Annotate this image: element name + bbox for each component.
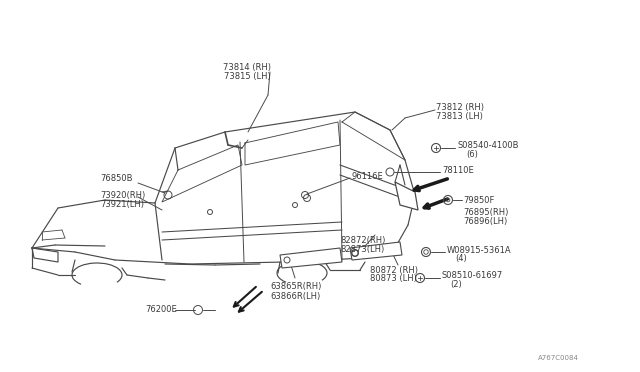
Text: 82872(RH): 82872(RH) <box>340 235 385 244</box>
Text: 82873(LH): 82873(LH) <box>340 244 384 253</box>
Text: 76200E: 76200E <box>145 305 177 314</box>
Text: 73812 (RH): 73812 (RH) <box>436 103 484 112</box>
Text: 96116E: 96116E <box>352 171 384 180</box>
Text: S08540-4100B: S08540-4100B <box>457 141 518 150</box>
Polygon shape <box>395 182 418 210</box>
Text: (6): (6) <box>466 150 478 158</box>
Text: A767C0084: A767C0084 <box>538 355 579 361</box>
Text: 63865R(RH): 63865R(RH) <box>270 282 321 292</box>
Polygon shape <box>280 248 342 268</box>
Text: 78110E: 78110E <box>442 166 474 174</box>
Text: S08510-61697: S08510-61697 <box>442 272 503 280</box>
Text: 76850B: 76850B <box>100 173 132 183</box>
Text: 76895(RH): 76895(RH) <box>463 208 508 217</box>
Text: (4): (4) <box>455 254 467 263</box>
Polygon shape <box>350 242 402 260</box>
Text: 79850F: 79850F <box>463 196 494 205</box>
Text: (2): (2) <box>450 280 461 289</box>
Text: 76896(LH): 76896(LH) <box>463 217 508 225</box>
Text: W08915-5361A: W08915-5361A <box>447 246 511 254</box>
Text: 73920(RH): 73920(RH) <box>100 190 145 199</box>
Text: 73815 (LH): 73815 (LH) <box>223 71 270 80</box>
Text: 73814 (RH): 73814 (RH) <box>223 62 271 71</box>
Text: 63866R(LH): 63866R(LH) <box>270 292 320 301</box>
Text: 80873 (LH): 80873 (LH) <box>370 275 417 283</box>
Text: 73921(LH): 73921(LH) <box>100 199 144 208</box>
Text: 73813 (LH): 73813 (LH) <box>436 112 483 121</box>
Text: 80872 (RH): 80872 (RH) <box>370 266 418 275</box>
